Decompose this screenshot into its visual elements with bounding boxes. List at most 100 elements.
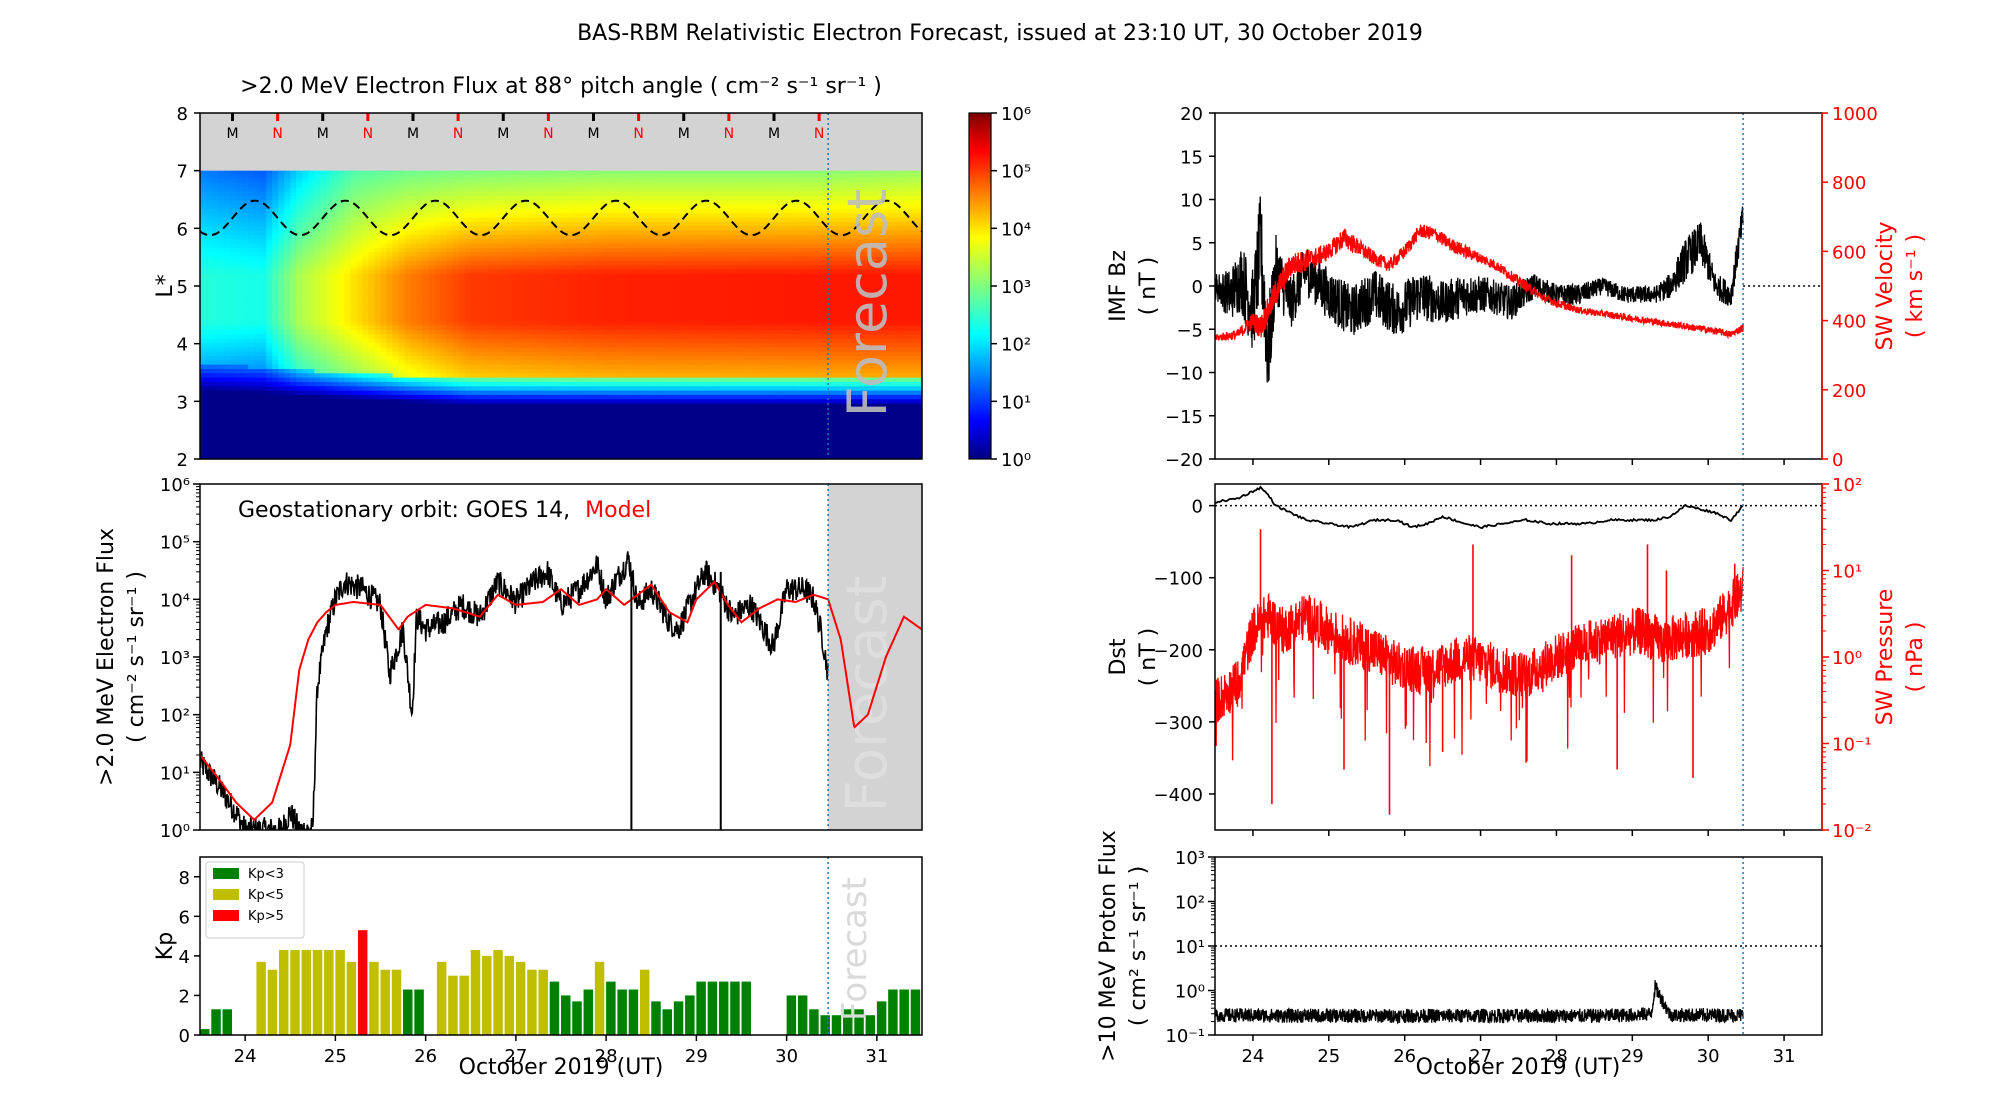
- heatmap-cell: [639, 372, 647, 378]
- heatmap-cell: [326, 221, 334, 227]
- heatmap-cell: [260, 433, 267, 439]
- heatmap-cell: [398, 454, 406, 459]
- heatmap-cell: [639, 342, 647, 348]
- heatmap-cell: [530, 260, 538, 266]
- heatmap-cell: [248, 342, 255, 348]
- heatmap-cell: [290, 247, 298, 253]
- heatmap-cell: [579, 173, 586, 179]
- heatmap-cell: [440, 195, 448, 201]
- heatmap-cell: [518, 420, 526, 426]
- heatmap-cell: [585, 329, 592, 335]
- heatmap-cell: [242, 363, 249, 369]
- heatmap-cell: [302, 346, 310, 352]
- heatmap-cell: [200, 450, 207, 456]
- heatmap-cell: [236, 247, 243, 253]
- heatmap-cell: [296, 203, 304, 209]
- heatmap-cell: [494, 242, 502, 248]
- heatmap-cell: [404, 337, 412, 344]
- heatmap-cell: [338, 441, 346, 447]
- heatmap-cell: [332, 294, 340, 300]
- heatmap-cell: [470, 307, 478, 313]
- heatmap-cell: [278, 212, 286, 218]
- heatmap-cell: [218, 264, 225, 270]
- heatmap-cell: [506, 311, 514, 318]
- heatmap-cell: [368, 376, 376, 382]
- heatmap-cell: [633, 190, 641, 196]
- heatmap-cell: [416, 363, 424, 369]
- heatmap-cell: [392, 234, 400, 240]
- heatmap-cell: [518, 394, 526, 400]
- heatmap-cell: [332, 411, 340, 417]
- heatmap-cell: [506, 359, 514, 365]
- heatmap-cell: [410, 355, 418, 361]
- heatmap-cell: [398, 446, 406, 452]
- heatmap-cell: [368, 342, 376, 348]
- heatmap-cell: [374, 260, 382, 266]
- heatmap-cell: [609, 420, 616, 426]
- heatmap-cell: [410, 433, 418, 439]
- heatmap-cell: [561, 298, 568, 305]
- heatmap-cell: [422, 402, 430, 408]
- heatmap-cell: [278, 450, 286, 456]
- heatmap-cell: [308, 238, 316, 244]
- heatmap-cell: [260, 260, 267, 266]
- heatmap-cell: [536, 190, 544, 196]
- heatmap-cell: [386, 177, 394, 183]
- heatmap-cell: [428, 307, 436, 313]
- heatmap-cell: [314, 333, 322, 339]
- heatmap-cell: [254, 277, 261, 283]
- heatmap-cell: [386, 376, 394, 382]
- heatmap-cell: [476, 303, 484, 309]
- heatmap-cell: [530, 450, 538, 456]
- heatmap-cell: [542, 294, 550, 300]
- heatmap-cell: [230, 398, 237, 404]
- heatmap-cell: [476, 363, 484, 369]
- heatmap-cell: [386, 234, 394, 240]
- heatmap-cell: [573, 177, 580, 183]
- heatmap-cell: [470, 294, 478, 300]
- heatmap-cell: [542, 264, 550, 270]
- heatmap-cell: [212, 446, 219, 452]
- heatmap-cell: [266, 342, 273, 348]
- heatmap-cell: [548, 359, 556, 365]
- heatmap-cell: [597, 216, 604, 222]
- heatmap-cell: [530, 294, 538, 300]
- heatmap-cell: [392, 376, 400, 382]
- heatmap-cell: [368, 247, 376, 253]
- heatmap-cell: [368, 169, 376, 175]
- heatmap-cell: [542, 372, 550, 378]
- heatmap-cell: [434, 454, 442, 459]
- heatmap-cell: [627, 385, 634, 391]
- heatmap-cell: [266, 381, 273, 387]
- heatmap-cell: [603, 255, 610, 261]
- heatmap-cell: [561, 208, 568, 214]
- heatmap-cell: [512, 411, 520, 417]
- heatmap-cell: [416, 446, 424, 452]
- heatmap-cell: [591, 290, 598, 296]
- heatmap-cell: [512, 333, 520, 339]
- heatmap-cell: [554, 190, 562, 196]
- heatmap-cell: [633, 441, 641, 447]
- heatmap-cell: [248, 324, 255, 331]
- heatmap-cell: [422, 324, 430, 331]
- heatmap-cell: [518, 359, 526, 365]
- heatmap-cell: [380, 221, 388, 227]
- heatmap-cell: [206, 407, 213, 413]
- heatmap-cell: [386, 389, 394, 395]
- heatmap-cell: [380, 251, 388, 257]
- heatmap-cell: [482, 454, 490, 459]
- heatmap-cell: [621, 190, 628, 196]
- heatmap-cell: [260, 268, 267, 274]
- heatmap-cell: [212, 229, 219, 235]
- heatmap-cell: [374, 234, 382, 240]
- heatmap-cell: [284, 273, 292, 279]
- heatmap-cell: [615, 333, 622, 339]
- heatmap-cell: [242, 216, 249, 222]
- heatmap-cell: [266, 376, 273, 382]
- heatmap-cell: [446, 363, 454, 369]
- heatmap-cell: [404, 208, 412, 214]
- heatmap-cell: [500, 329, 508, 335]
- heatmap-cell: [272, 398, 280, 404]
- heatmap-cell: [200, 177, 207, 183]
- heatmap-cell: [524, 251, 532, 257]
